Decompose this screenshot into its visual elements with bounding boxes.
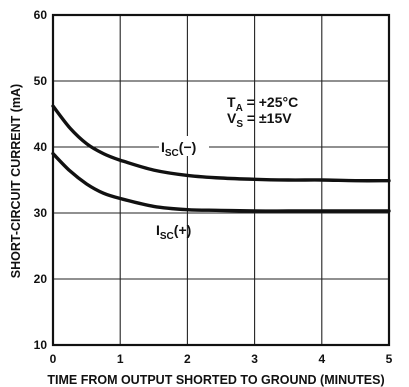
y-tick-labels: 10 20 30 40 50 60: [34, 8, 48, 352]
x-tick-label-0: 0: [50, 352, 57, 366]
x-tick-label-2: 2: [184, 352, 191, 366]
x-tick-labels: 0 1 2 3 4 5: [50, 352, 393, 366]
x-axis-label: TIME FROM OUTPUT SHORTED TO GROUND (MINU…: [47, 373, 384, 387]
y-axis-label: SHORT-CIRCUIT CURRENT (mA): [9, 84, 23, 278]
isc-plus-curve: [51, 151, 391, 213]
y-tick-label-3: 40: [34, 140, 48, 154]
y-tick-label-1: 20: [34, 272, 48, 286]
x-tick-label-1: 1: [117, 352, 124, 366]
y-tick-label-4: 50: [34, 74, 48, 88]
x-tick-label-5: 5: [386, 352, 393, 366]
x-tick-label-3: 3: [251, 352, 258, 366]
curves: [51, 104, 391, 213]
y-tick-label-5: 60: [34, 8, 48, 22]
isc-minus-label-bg: [159, 136, 209, 156]
ambient-temperature-label: TA = +25°C: [227, 94, 298, 114]
isc-plus-series-label: ISC(+): [156, 222, 191, 242]
x-tick-label-4: 4: [318, 352, 325, 366]
plot-frame: [51, 13, 391, 347]
isc-minus-series-label: ISC(−): [161, 139, 196, 159]
y-tick-label-2: 30: [34, 206, 48, 220]
y-tick-label-0: 10: [34, 338, 48, 352]
supply-voltage-label: VS = ±15V: [227, 110, 292, 130]
isc-minus-curve: [51, 104, 391, 183]
